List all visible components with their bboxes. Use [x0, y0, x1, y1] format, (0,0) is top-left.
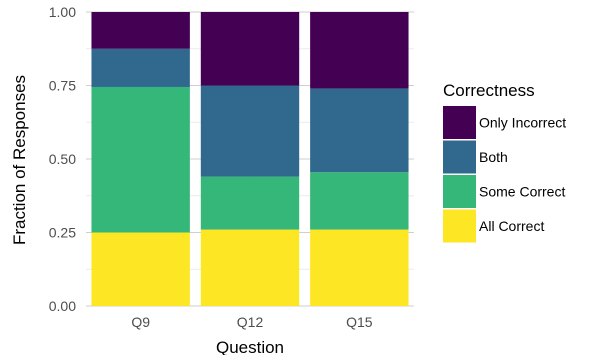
bar-q15-both [310, 88, 409, 173]
y-tick-label: 0.00 [49, 298, 76, 314]
bars [91, 12, 409, 306]
bar-q12-only-incorrect [200, 12, 300, 86]
legend-label: Both [479, 149, 508, 165]
bar-q12-both [200, 85, 300, 177]
y-axis-title: Fraction of Responses [10, 75, 29, 245]
legend-key-some-correct [443, 175, 476, 208]
legend-title: Correctness [443, 81, 535, 100]
bar-q9-only-incorrect [91, 12, 190, 49]
y-tick-label: 0.25 [49, 225, 76, 241]
bar-q9-all-correct [91, 232, 190, 306]
x-tick-label: Q12 [237, 314, 264, 330]
legend-label: Only Incorrect [479, 115, 566, 131]
bar-q15-all-correct [310, 229, 409, 306]
y-tick-label: 1.00 [49, 4, 76, 20]
bar-q15-some-correct [310, 172, 409, 230]
x-axis-ticks: Q9 Q12 Q15 [131, 314, 372, 330]
bar-q12-all-correct [200, 229, 300, 306]
x-tick-label: Q15 [346, 314, 373, 330]
legend-key-only-incorrect [443, 106, 476, 139]
y-tick-label: 0.75 [49, 78, 76, 94]
legend-key-all-correct [443, 209, 476, 243]
legend-label: Some Correct [479, 184, 565, 200]
legend-label: All Correct [479, 218, 544, 234]
x-axis-title: Question [216, 338, 284, 355]
bar-q9-both [91, 48, 190, 87]
x-tick-label: Q9 [131, 314, 150, 330]
y-tick-label: 0.50 [49, 151, 76, 167]
bar-q9-some-correct [91, 86, 190, 233]
bar-q12-some-correct [200, 176, 300, 230]
bar-q15-only-incorrect [310, 12, 409, 89]
legend: Correctness Only Incorrect Both Some Corre… [443, 81, 566, 243]
legend-key-both [443, 140, 476, 174]
y-axis-ticks: 0.00 0.25 0.50 0.75 1.00 [49, 4, 76, 314]
